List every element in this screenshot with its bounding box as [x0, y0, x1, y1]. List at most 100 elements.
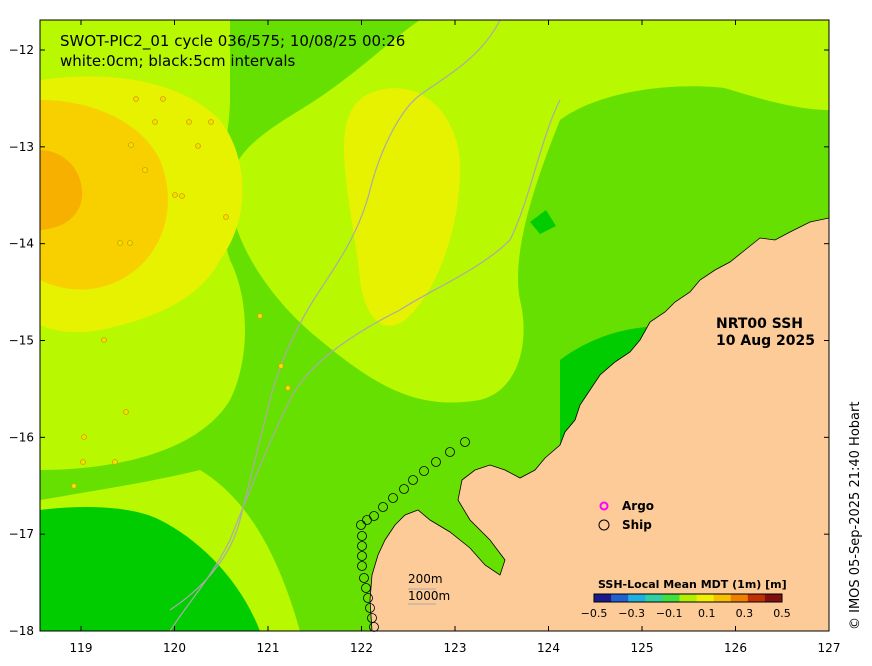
colorbar-segment — [628, 594, 646, 602]
credit-text: © IMOS 05-Sep-2025 21:40 Hobart — [848, 401, 863, 630]
lon-tick-label: 122 — [350, 641, 373, 655]
ship-marker — [359, 573, 369, 583]
lat-tick-label: −12 — [9, 43, 34, 57]
axis-ticks — [40, 20, 830, 632]
lat-tick-label: −13 — [9, 140, 34, 154]
drifter-marker — [71, 483, 77, 489]
colorbar-segment — [713, 594, 732, 602]
lon-tick-label: 124 — [537, 641, 560, 655]
ship-marker — [378, 502, 388, 512]
ship-marker — [363, 593, 373, 603]
ship-marker — [399, 484, 409, 494]
argo-legend-marker — [599, 501, 609, 511]
ship-marker — [388, 493, 398, 503]
argo-legend-label: Argo — [622, 499, 655, 513]
lon-tick-label: 121 — [257, 641, 280, 655]
isobath-200m — [169, 20, 501, 611]
isobath-1000m-label: 1000m — [408, 589, 451, 603]
ship-legend-marker — [598, 519, 610, 531]
ssh-darkgreen-region — [530, 210, 556, 234]
colorbar-segment — [747, 594, 766, 602]
colorbar-tick-label: 0.5 — [773, 607, 791, 620]
ship-marker — [357, 541, 367, 551]
isobath-1000m — [169, 99, 561, 631]
colorbar-tick-label: −0.1 — [656, 607, 683, 620]
colorbar-segment — [730, 594, 749, 602]
colorbar-segment — [611, 594, 629, 602]
plot-area — [40, 20, 829, 631]
isobath-200m-label: 200m — [408, 572, 443, 586]
lat-tick-label: −17 — [9, 527, 34, 541]
map-title-line1: SWOT-PIC2_01 cycle 036/575; 10/08/25 00:… — [60, 32, 406, 50]
drifter-marker — [160, 96, 166, 102]
colorbar-segment — [679, 594, 698, 602]
lon-tick-label: 125 — [631, 641, 654, 655]
drifter-marker — [195, 143, 201, 149]
drifter-marker — [127, 240, 133, 246]
ship-marker — [460, 437, 470, 447]
ship-marker — [369, 622, 379, 632]
drifter-marker — [117, 240, 123, 246]
drifter-marker — [152, 119, 158, 125]
ship-marker — [408, 475, 418, 485]
colorbar-tick-label: −0.3 — [618, 607, 645, 620]
lon-tick-label: 123 — [444, 641, 467, 655]
colorbar-tick-label: 0.3 — [736, 607, 754, 620]
colorbar-segment — [645, 594, 663, 602]
drifter-marker — [101, 337, 107, 343]
ship-marker — [445, 447, 455, 457]
ship-marker — [431, 457, 441, 467]
lat-tick-label: −14 — [9, 237, 34, 251]
colorbar-segment — [662, 594, 680, 602]
land-australia — [369, 217, 829, 631]
drifter-marker — [186, 119, 192, 125]
plot-frame — [39, 19, 830, 632]
lat-tick-label: −16 — [9, 430, 34, 444]
product-date: 10 Aug 2025 — [716, 333, 816, 349]
colorbar-segment — [764, 594, 783, 602]
drifter-marker — [81, 434, 87, 440]
ship-marker — [365, 603, 375, 613]
lat-tick-label: −15 — [9, 334, 34, 348]
ship-marker — [419, 466, 429, 476]
product-name: NRT00 SSH — [716, 316, 804, 332]
drifter-marker — [172, 192, 178, 198]
drifter-marker — [179, 193, 185, 199]
drifter-marker — [208, 119, 214, 125]
colorbar-frame — [593, 593, 783, 603]
ssh-yellow-region — [343, 88, 461, 326]
ship-legend-label: Ship — [622, 518, 652, 532]
lon-tick-label: 127 — [818, 641, 841, 655]
ship-marker — [356, 520, 366, 530]
drifter-marker — [112, 459, 118, 465]
drifter-marker — [123, 409, 129, 415]
lon-tick-label: 119 — [70, 641, 93, 655]
ship-marker — [361, 583, 371, 593]
colorbar-segment — [594, 594, 612, 602]
colorbar-title: SSH-Local Mean MDT (1m) [m] — [598, 578, 787, 591]
ship-marker — [367, 613, 377, 623]
drifter-marker — [133, 96, 139, 102]
ssh-orange-region — [40, 150, 83, 230]
ssh-gold-region — [40, 100, 168, 290]
drifter-marker — [142, 167, 148, 173]
lon-tick-label: 126 — [724, 641, 747, 655]
drifter-marker — [223, 214, 229, 220]
drifter-marker — [278, 363, 284, 369]
lon-tick-label: 120 — [163, 641, 186, 655]
map-title-line2: white:0cm; black:5cm intervals — [60, 52, 296, 70]
ship-marker — [362, 515, 372, 525]
drifter-marker — [128, 142, 134, 148]
ship-marker — [357, 551, 367, 561]
ship-marker — [357, 531, 367, 541]
drifter-marker — [285, 385, 291, 391]
ship-marker — [357, 561, 367, 571]
lat-tick-label: −18 — [9, 624, 34, 638]
drifter-marker — [80, 459, 86, 465]
drifter-marker — [257, 313, 263, 319]
ssh-darkgreen-region — [40, 507, 260, 631]
colorbar-segment — [696, 594, 715, 602]
latitude-labels: −12 −13 −14 −15 −16 −17 −18 — [9, 43, 34, 638]
ssh-lime-region — [560, 20, 829, 120]
